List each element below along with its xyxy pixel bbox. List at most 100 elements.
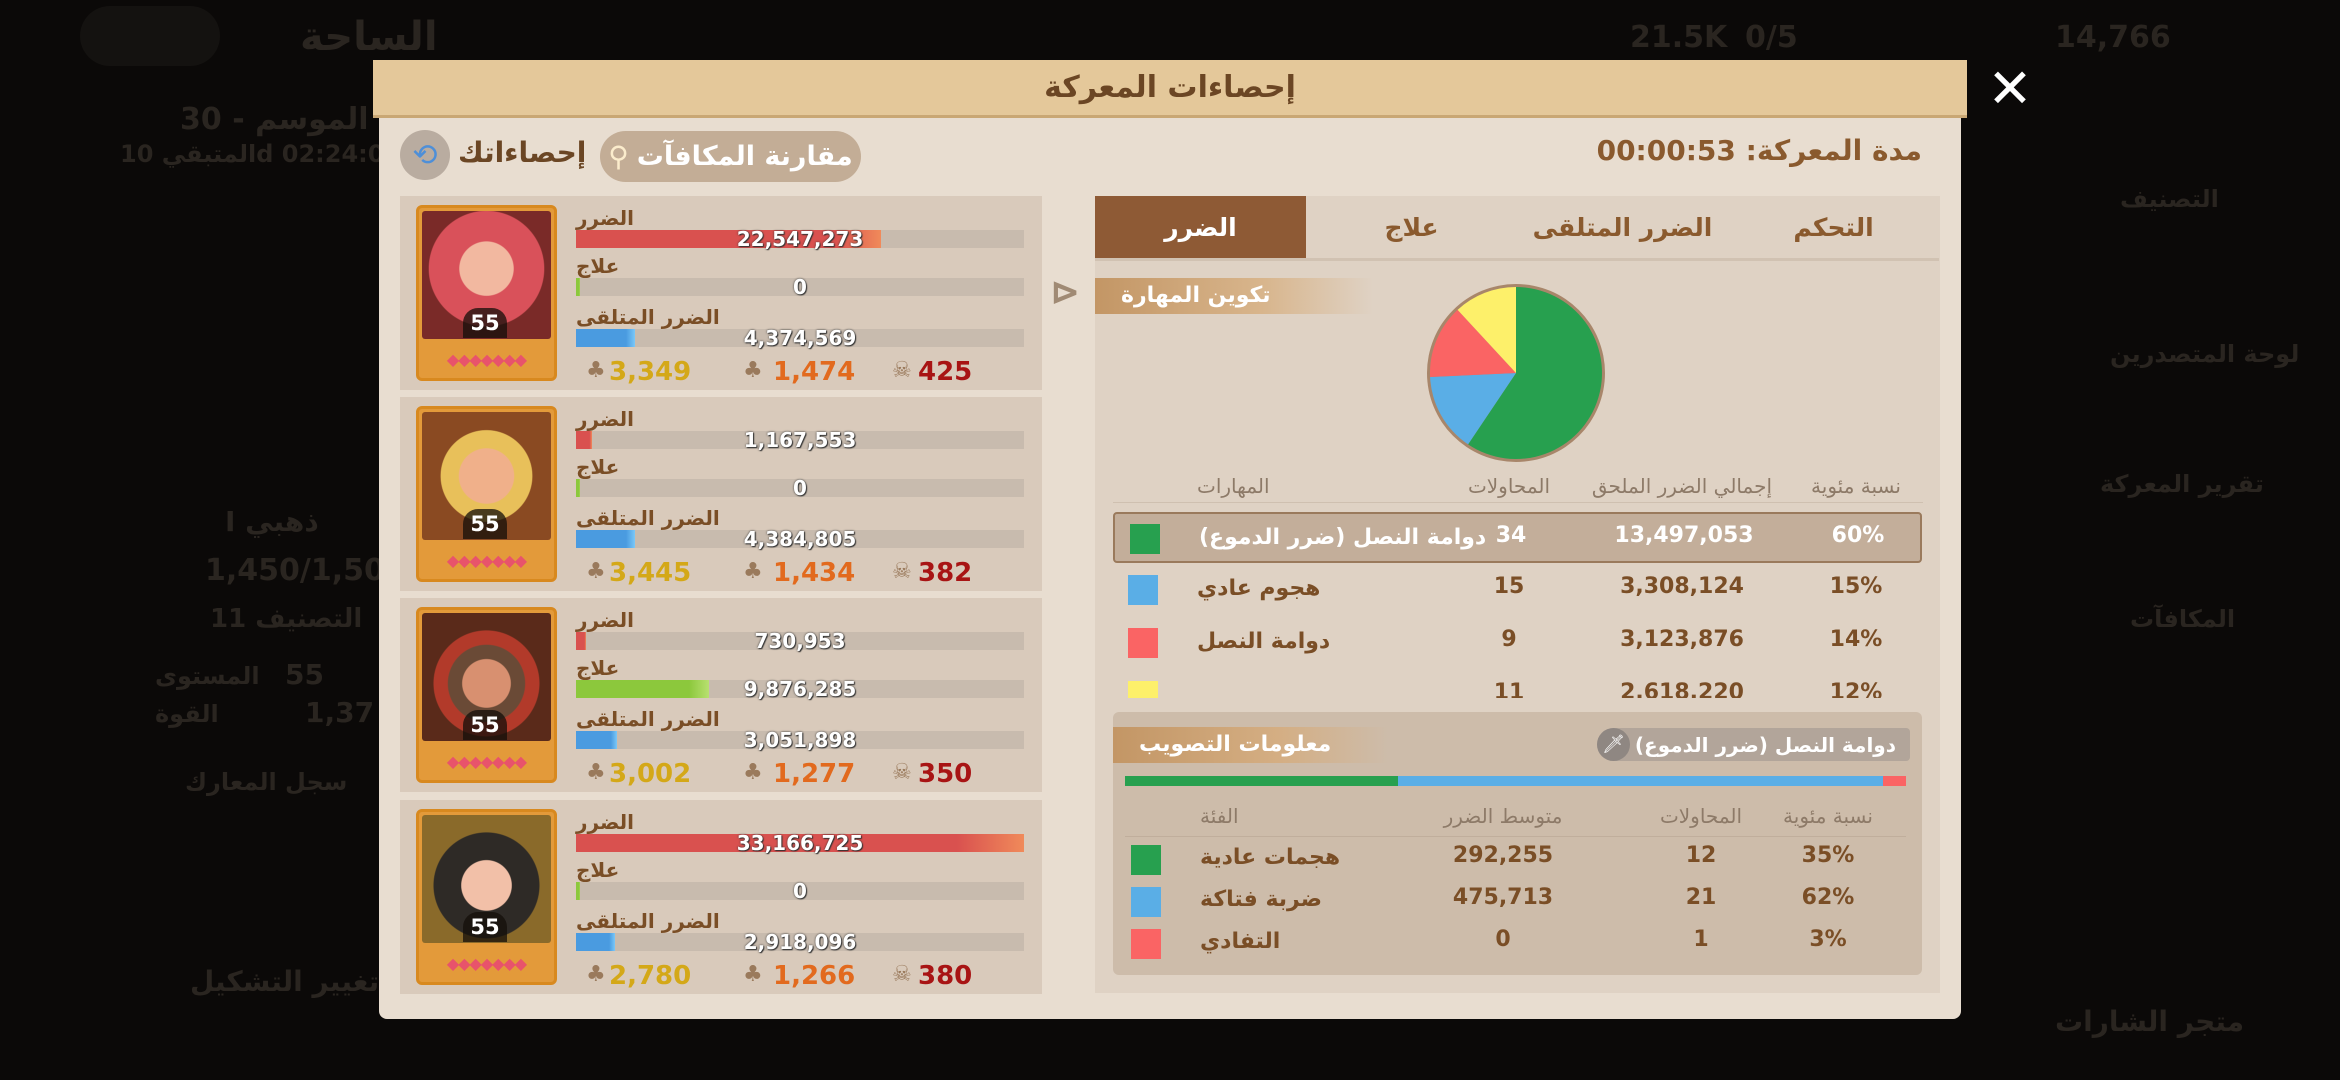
stat-kills: 380 bbox=[918, 961, 973, 991]
compare-rewards-button[interactable]: ⚲ مقارنة المكافآت bbox=[600, 131, 861, 182]
pie-slice bbox=[1468, 287, 1602, 459]
tab-3[interactable]: التحكم bbox=[1728, 196, 1939, 261]
distribution-segment bbox=[1882, 776, 1906, 786]
healing-bar-fill bbox=[576, 882, 580, 900]
header-percent: نسبة مئوية bbox=[1811, 474, 1901, 498]
damage-label: الضرر bbox=[576, 608, 635, 632]
hero-card[interactable]: 55 ◆◆◆◆◆◆◆ الضرر 730,953 علاج 9,876,285 الض… bbox=[400, 598, 1042, 792]
category-attempts: 1 bbox=[1693, 927, 1709, 952]
category-color-swatch bbox=[1131, 929, 1161, 959]
category-avg-damage: 475,713 bbox=[1452, 885, 1554, 910]
healing-bar: 0 bbox=[576, 879, 1024, 903]
skull-icon: ☠ bbox=[892, 760, 912, 785]
category-avg-damage: 292,255 bbox=[1452, 843, 1554, 868]
hero-portrait[interactable]: 55 ◆◆◆◆◆◆◆ bbox=[416, 607, 557, 783]
battle-log-link: سجل المعارك bbox=[185, 768, 348, 796]
star-gems-icon: ◆◆◆◆◆◆◆ bbox=[446, 550, 527, 570]
distribution-segment bbox=[1125, 776, 1399, 786]
skill-name: دوامة النصل (ضرر الدموع) bbox=[1199, 525, 1487, 550]
skill-percent: 12% bbox=[1829, 680, 1883, 698]
skill-attempts: 34 bbox=[1495, 523, 1527, 548]
healing-bar-fill bbox=[576, 278, 580, 296]
stat-severely-wounded: 3,002 bbox=[609, 759, 692, 789]
taken-value: 4,384,805 bbox=[743, 527, 857, 551]
hero-portrait[interactable]: 55 ◆◆◆◆◆◆◆ bbox=[416, 809, 557, 985]
magnifier-icon: ⚲ bbox=[608, 140, 629, 173]
category-attempts: 21 bbox=[1685, 885, 1717, 910]
hero-card[interactable]: 55 ◆◆◆◆◆◆◆ الضرر 1,167,553 علاج 0 الضرر الم… bbox=[400, 397, 1042, 591]
header-attempts: المحاولات bbox=[1467, 474, 1551, 498]
stat-kills: 382 bbox=[918, 558, 973, 588]
damage-bar: 22,547,273 bbox=[576, 227, 1024, 251]
skill-row[interactable]: دوامة النصل 9 3,123,876 14% bbox=[1113, 618, 1922, 669]
taken-bar: 4,374,569 bbox=[576, 326, 1024, 350]
skill-row[interactable]: دوامة النصل (ضرر الدموع) 34 13,497,053 6… bbox=[1113, 512, 1922, 563]
wounded-icon: ♣ bbox=[743, 559, 763, 584]
taken-bar: 2,918,096 bbox=[576, 930, 1024, 954]
switch-stats-icon[interactable]: ⟲ bbox=[400, 130, 450, 180]
hero-level: 55 bbox=[463, 308, 507, 338]
damage-value: 730,953 bbox=[754, 629, 846, 653]
tab-0[interactable]: الضرر bbox=[1095, 196, 1306, 261]
hero-level: 55 bbox=[463, 912, 507, 942]
tab-1[interactable]: علاج bbox=[1306, 196, 1517, 261]
skill-percent: 60% bbox=[1831, 523, 1885, 548]
severely-wounded-icon: ♣ bbox=[586, 358, 606, 383]
detail-panel: الضرر علاج الضرر المتلقى التحكم تكوين المها… bbox=[1095, 196, 1940, 993]
hero-level: 55 bbox=[463, 509, 507, 539]
skill-total-damage: 13,497,053 bbox=[1614, 523, 1754, 548]
skill-row[interactable]: هجوم عادي 15 3,308,124 15% bbox=[1113, 565, 1922, 616]
header-attempts: المحاولات bbox=[1659, 804, 1743, 828]
star-gems-icon: ◆◆◆◆◆◆◆ bbox=[446, 953, 527, 973]
targeting-header: معلومات التصويب bbox=[1113, 727, 1388, 763]
power-label: القوة bbox=[155, 700, 219, 728]
resource-1: 21.5K bbox=[1630, 20, 1728, 55]
healing-bar: 0 bbox=[576, 275, 1024, 299]
severely-wounded-icon: ♣ bbox=[586, 962, 606, 987]
severely-wounded-icon: ♣ bbox=[586, 559, 606, 584]
power-value: 1,37 bbox=[305, 696, 375, 729]
category-percent: 35% bbox=[1801, 843, 1855, 868]
damage-bar-fill bbox=[576, 834, 1024, 852]
taken-value: 3,051,898 bbox=[743, 728, 857, 752]
background-title: الساحة bbox=[300, 14, 438, 60]
change-formation-button: تغيير التشكيل bbox=[190, 965, 380, 998]
targeting-distribution-bar bbox=[1125, 776, 1906, 786]
my-stats-label[interactable]: إحصاءاتك bbox=[458, 136, 587, 169]
skill-color-swatch bbox=[1128, 628, 1158, 658]
level-value: 55 bbox=[285, 658, 324, 691]
hero-card[interactable]: 55 ◆◆◆◆◆◆◆ الضرر 33,166,725 علاج 0 الضرر ال… bbox=[400, 800, 1042, 994]
category-name: التفادي bbox=[1200, 929, 1281, 954]
hero-portrait[interactable]: 55 ◆◆◆◆◆◆◆ bbox=[416, 406, 557, 582]
healing-value: 0 bbox=[793, 275, 807, 299]
taken-bar: 3,051,898 bbox=[576, 728, 1024, 752]
damage-bar: 730,953 bbox=[576, 629, 1024, 653]
taken-bar: 4,384,805 bbox=[576, 527, 1024, 551]
tab-2[interactable]: الضرر المتلقى bbox=[1517, 196, 1728, 261]
right-menu-ranking: التصنيف bbox=[2120, 185, 2219, 213]
skill-color-swatch bbox=[1128, 681, 1158, 698]
taken-label: الضرر المتلقى bbox=[576, 909, 720, 933]
hero-card[interactable]: 55 ◆◆◆◆◆◆◆ الضرر 22,547,273 علاج 0 الضرر ال… bbox=[400, 196, 1042, 390]
resource-3: 14,766 bbox=[2055, 20, 2171, 55]
damage-bar-fill bbox=[576, 431, 592, 449]
category-attempts: 12 bbox=[1685, 843, 1717, 868]
selected-skill-pill[interactable]: 🗡 دوامة النصل (ضرر الدموع) bbox=[1597, 728, 1910, 761]
skill-row[interactable]: 11 2,618,220 12% bbox=[1113, 671, 1922, 698]
stat-wounded: 1,474 bbox=[773, 357, 856, 387]
right-menu-rewards: المكافآت bbox=[2130, 605, 2236, 633]
skill-total-damage: 3,308,124 bbox=[1620, 574, 1744, 599]
hero-portrait[interactable]: 55 ◆◆◆◆◆◆◆ bbox=[416, 205, 557, 381]
healing-value: 9,876,285 bbox=[743, 677, 857, 701]
header-total-damage: إجمالي الضرر الملحق bbox=[1591, 474, 1772, 498]
healing-bar-fill bbox=[576, 479, 580, 497]
close-x-icon[interactable]: ✕ bbox=[1987, 57, 2033, 120]
wounded-icon: ♣ bbox=[743, 358, 763, 383]
selection-arrow-icon: ⊳ bbox=[1050, 272, 1081, 313]
wounded-icon: ♣ bbox=[743, 760, 763, 785]
skill-list[interactable]: دوامة النصل (ضرر الدموع) 34 13,497,053 6… bbox=[1095, 506, 1940, 698]
wounded-icon: ♣ bbox=[743, 962, 763, 987]
selected-skill-name: دوامة النصل (ضرر الدموع) bbox=[1634, 732, 1896, 757]
damage-bar: 1,167,553 bbox=[576, 428, 1024, 452]
rank-tier: ذهبي I bbox=[225, 505, 319, 538]
